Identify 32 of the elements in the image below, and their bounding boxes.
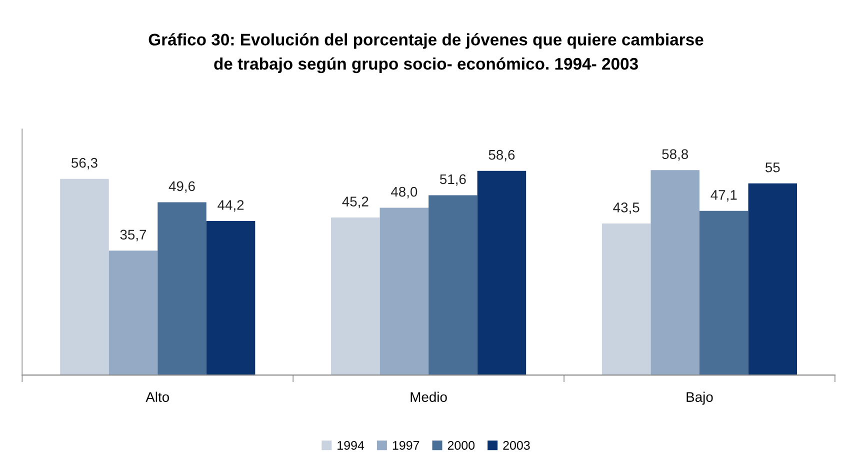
legend-label: 2003 [503,440,530,450]
bar [650,170,700,376]
bar [108,250,158,376]
bar [60,178,109,376]
legend-label: 2000 [448,440,475,450]
data-label: 49,6 [168,181,195,193]
data-label: 55 [765,162,780,172]
bar [602,223,651,376]
data-label: 45,2 [342,196,368,208]
bar [748,183,798,376]
data-label: 56,3 [72,158,98,170]
data-label: 47,1 [710,190,737,202]
legend-label: 1994 [338,440,364,450]
bar [699,210,748,376]
bar [158,202,206,376]
x-tick-label: Bajo [686,392,713,405]
data-label: 51,6 [440,174,466,186]
data-label: 58,6 [488,150,515,162]
chart-title: Gráfico 30: Evolución del porcentaje de jóvenes que quiere cambiarse de trabajo según grupo socio- económico. 1994- 2003 [148,33,704,74]
bar [331,218,380,376]
x-tick-label: Medio [410,392,447,402]
data-label: 58,8 [662,149,688,161]
data-label: 43,5 [613,202,640,214]
bar [428,195,478,376]
x-tick-label: Alto [146,392,170,402]
data-label: 44,2 [218,200,244,212]
bar [380,208,429,376]
bar [206,221,256,376]
data-label: 48,0 [390,186,418,198]
legend-label: 1997 [392,440,420,450]
data-label: 35,7 [120,230,146,242]
bar [477,170,526,376]
